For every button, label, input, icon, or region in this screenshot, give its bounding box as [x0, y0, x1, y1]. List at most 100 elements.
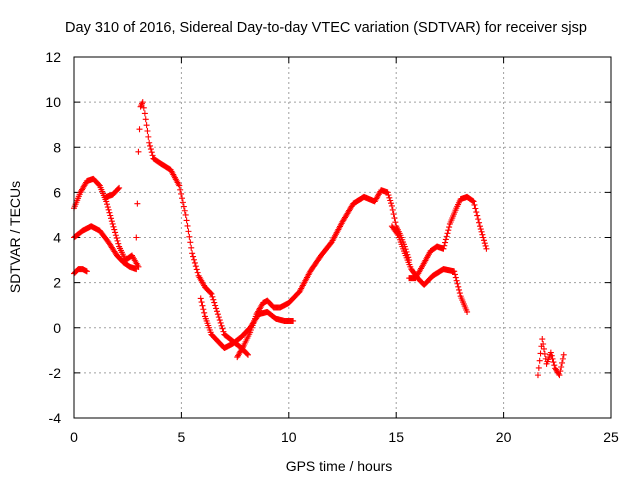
data-point [114, 237, 121, 244]
y-tick-label: 0 [53, 320, 61, 336]
data-point [190, 256, 197, 263]
x-tick-label: 5 [178, 429, 186, 445]
data-point [136, 126, 143, 133]
data-point [220, 328, 227, 335]
data-point [244, 351, 251, 358]
data-point [392, 219, 399, 226]
data-point [535, 364, 542, 371]
data-point [115, 185, 122, 192]
data-point [179, 195, 186, 202]
data-point [446, 224, 453, 231]
plot-frame [73, 56, 612, 419]
data-point [453, 277, 460, 284]
data-point [141, 110, 148, 117]
data-point [481, 237, 487, 244]
series-track-j [534, 336, 567, 379]
data-point [108, 215, 115, 222]
data-point [478, 228, 485, 235]
data-point [455, 283, 462, 290]
data-point [148, 149, 155, 156]
data-point [133, 234, 140, 241]
data-point [388, 202, 395, 209]
y-tick-label: 8 [53, 139, 61, 155]
data-point [557, 368, 564, 375]
data-point [534, 372, 541, 379]
data-point [139, 99, 146, 106]
data-point [146, 139, 153, 146]
data-point [187, 239, 194, 246]
data-point [540, 340, 547, 347]
data-point [211, 299, 218, 306]
data-point [110, 223, 117, 230]
y-tick-label: 4 [53, 230, 61, 246]
data-point [443, 233, 450, 240]
data-point [471, 201, 478, 208]
data-point [111, 226, 118, 233]
data-point [219, 325, 226, 332]
data-point [454, 280, 461, 287]
data-point [464, 308, 471, 315]
x-tick-label: 25 [603, 429, 619, 445]
y-tick-label: 2 [53, 275, 61, 291]
data-point [391, 215, 398, 222]
data-point [559, 359, 566, 366]
data-point [133, 266, 140, 273]
data-point [213, 305, 220, 312]
data-point [197, 295, 204, 302]
data-point [548, 352, 555, 359]
data-point [536, 357, 543, 364]
data-point [186, 233, 193, 240]
data-point [113, 235, 120, 242]
data-point [147, 146, 154, 153]
data-point [213, 308, 220, 315]
data-point [181, 207, 188, 214]
data-point [217, 319, 224, 326]
data-point [208, 290, 215, 297]
data-point [108, 218, 115, 225]
data-point [559, 355, 566, 362]
y-tick-label: 12 [45, 49, 61, 65]
data-point [540, 345, 547, 352]
data-point [451, 268, 458, 275]
series-track-i [406, 193, 490, 282]
data-point [216, 317, 223, 324]
data-point [142, 116, 149, 123]
data-point [483, 245, 490, 252]
x-axis-label: GPS time / hours [286, 458, 393, 474]
data-point [104, 201, 111, 208]
data-point [147, 142, 154, 149]
data-points [71, 99, 567, 379]
data-point [452, 274, 459, 281]
data-point [390, 211, 397, 218]
data-point [194, 269, 201, 276]
data-point [104, 204, 111, 211]
data-point [210, 296, 217, 303]
data-point [445, 227, 452, 234]
series-track-e [133, 99, 251, 358]
axis-ticks: 0 5 10 15 20 25 -4 -2 0 2 4 6 8 10 12 [45, 49, 619, 445]
data-point [109, 220, 116, 227]
data-point [178, 190, 185, 197]
data-point [244, 350, 251, 357]
data-point [184, 222, 191, 229]
y-axis-label: SDTVAR / TECUs [7, 181, 23, 293]
data-point [212, 302, 219, 309]
series-track-d [103, 184, 123, 200]
data-point [183, 217, 190, 224]
x-tick-label: 20 [496, 429, 512, 445]
data-point [475, 216, 482, 223]
data-point [115, 240, 122, 247]
data-point [193, 266, 200, 273]
data-point [182, 211, 189, 218]
data-point [200, 306, 207, 313]
data-point [385, 192, 392, 199]
data-point [190, 253, 197, 260]
data-point [145, 133, 152, 140]
data-point [550, 359, 557, 366]
series-track-b [71, 223, 140, 273]
data-point [551, 362, 558, 369]
data-point [539, 336, 546, 343]
data-point [134, 200, 141, 207]
series-track-a [71, 175, 142, 270]
